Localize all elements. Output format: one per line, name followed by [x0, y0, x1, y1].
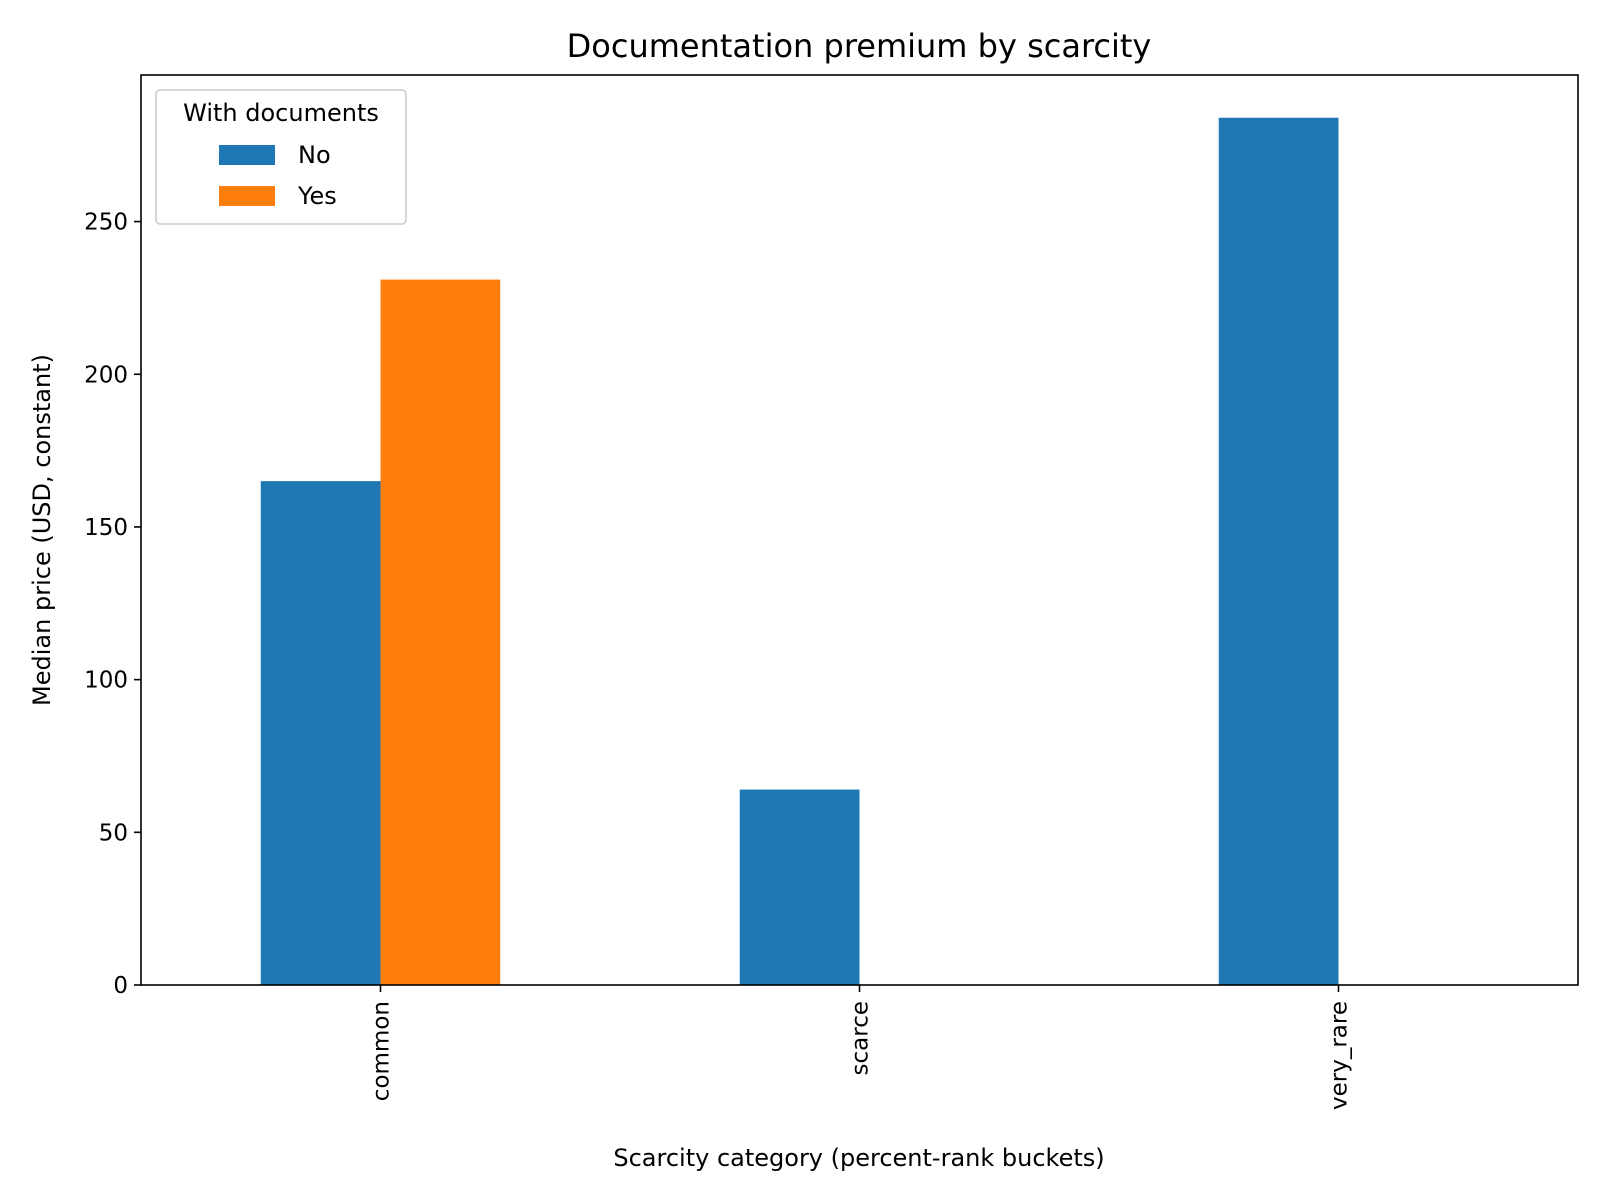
x-tick-label-scarce: scarce: [848, 1001, 874, 1075]
y-axis: 0 50 100 150 200 250: [84, 210, 141, 999]
bar-common-no[interactable]: [260, 481, 381, 985]
y-tick-label: 250: [84, 210, 128, 236]
x-axis-label: Scarcity category (percent-rank buckets): [613, 1144, 1104, 1172]
y-tick-label: 150: [84, 515, 128, 541]
legend-swatch-yes: [219, 186, 275, 206]
chart-title: Documentation premium by scarcity: [567, 27, 1152, 65]
legend-swatch-no: [219, 145, 275, 165]
y-axis-label: Median price (USD, constant): [28, 354, 56, 706]
legend-title: With documents: [183, 99, 379, 127]
legend[interactable]: With documents No Yes: [155, 89, 407, 225]
legend-entries: No Yes: [219, 141, 337, 210]
bar-common-yes[interactable]: [380, 279, 501, 986]
y-tick-label: 50: [99, 820, 128, 846]
bar-very_rare-no[interactable]: [1218, 117, 1339, 985]
bars-layer: [260, 117, 1339, 986]
x-axis: common scarce very_rare: [369, 985, 1353, 1110]
x-tick-label-common: common: [369, 1001, 395, 1101]
legend-label-yes: Yes: [297, 182, 337, 210]
y-tick-label: 100: [84, 668, 128, 694]
legend-label-no: No: [298, 141, 331, 169]
x-tick-label-very_rare: very_rare: [1327, 1001, 1353, 1110]
y-tick-label: 200: [84, 362, 128, 388]
legend-frame: [155, 89, 407, 225]
y-tick-label: 0: [113, 973, 128, 999]
bar-scarce-no[interactable]: [739, 789, 860, 985]
